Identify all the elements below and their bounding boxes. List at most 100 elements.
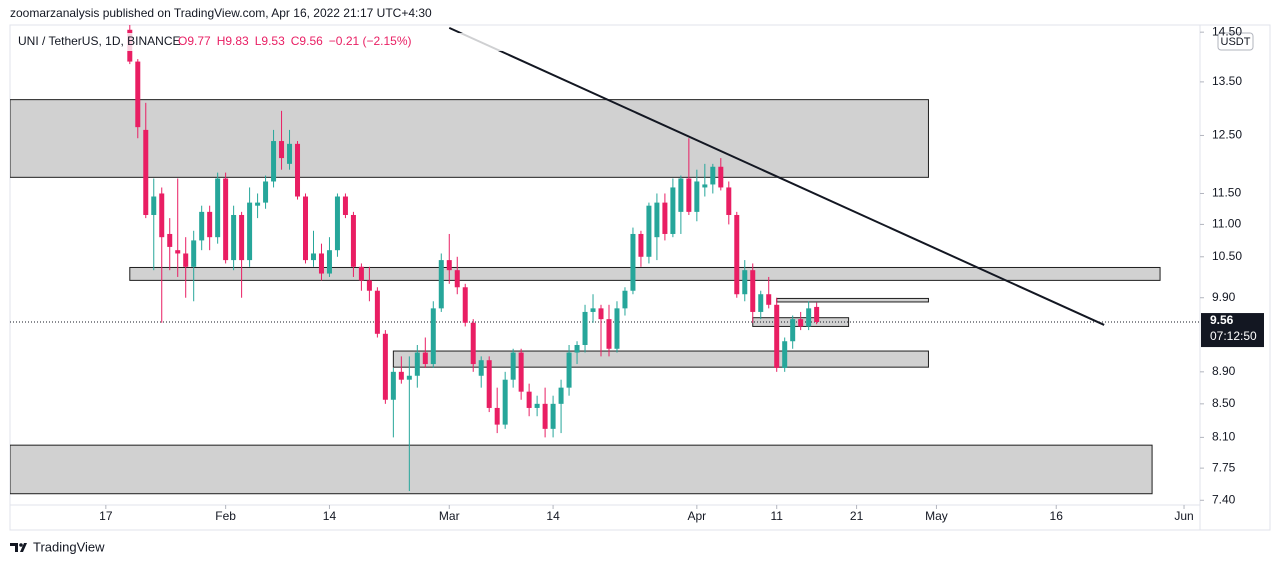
candle-body xyxy=(207,211,213,238)
candle-body xyxy=(502,379,508,425)
candle-body xyxy=(814,306,820,323)
candle-body xyxy=(143,129,149,215)
x-tick-label: 14 xyxy=(546,509,560,523)
candle-body xyxy=(462,287,468,323)
candle-body xyxy=(582,311,588,345)
candle-body xyxy=(366,280,372,291)
y-tick-label: 8.50 xyxy=(1212,396,1236,410)
candle-body xyxy=(350,214,356,267)
candle-body xyxy=(686,178,692,212)
candle-body xyxy=(678,178,684,212)
x-tick-label: 16 xyxy=(1050,509,1064,523)
candle-body xyxy=(382,333,388,400)
candle-body xyxy=(167,233,173,247)
candle-body xyxy=(358,266,364,281)
candle-body xyxy=(310,253,316,261)
candle-body xyxy=(478,360,484,376)
candle-body xyxy=(231,214,237,261)
candle-body xyxy=(790,319,796,342)
candle-body xyxy=(374,290,380,334)
symbol: UNI / TetherUS, 1D, BINANCE xyxy=(18,34,181,48)
candle-body xyxy=(318,253,324,274)
candle-body xyxy=(590,308,596,312)
y-tick-label: 11.50 xyxy=(1212,186,1241,200)
candle-body xyxy=(199,211,205,241)
y-tick-label: 11.00 xyxy=(1212,217,1241,231)
zone xyxy=(10,99,929,178)
ohlc-value: H9.83 xyxy=(217,34,249,48)
candle-body xyxy=(247,202,253,261)
candle-body xyxy=(151,196,157,215)
trendline xyxy=(448,26,1105,326)
ohlc-value: O9.77 xyxy=(178,34,211,48)
zone xyxy=(129,266,1161,281)
candle-body xyxy=(694,181,700,212)
candle-body xyxy=(534,403,540,408)
candle-body xyxy=(414,352,420,376)
candle-body xyxy=(271,141,277,182)
candle-body xyxy=(175,250,181,254)
candle-body xyxy=(646,205,652,257)
zone xyxy=(10,444,1153,495)
candle-body xyxy=(494,407,500,425)
candle-body xyxy=(223,178,229,261)
x-tick-label: Jun xyxy=(1174,509,1193,523)
candle-body xyxy=(454,270,460,288)
ohlc-legend: O9.77 H9.83 L9.53 C9.56 −0.21 (−2.15%) xyxy=(178,34,412,48)
zone xyxy=(776,297,929,303)
ohlc-value: L9.53 xyxy=(255,34,285,48)
currency-button[interactable] xyxy=(1217,32,1254,51)
candle-body xyxy=(526,391,532,408)
x-tick-label: Feb xyxy=(215,509,236,523)
candle-body xyxy=(766,294,772,305)
countdown: 07:12:50 xyxy=(1210,329,1257,343)
price-label: 9.56 xyxy=(1210,313,1234,327)
zone xyxy=(392,350,929,368)
candle-body xyxy=(614,308,620,349)
y-tick-label: 14.50 xyxy=(1212,24,1242,38)
x-tick-label: Mar xyxy=(439,509,460,523)
candle-body xyxy=(430,308,436,365)
candle-body xyxy=(662,202,668,234)
candle-body xyxy=(798,319,804,327)
y-tick-label: 8.10 xyxy=(1212,430,1236,444)
candle-body xyxy=(542,403,548,429)
currency[interactable]: USDT xyxy=(1221,36,1251,48)
candle-body xyxy=(622,290,628,309)
publisher: zoomarzanalysis published on TradingView… xyxy=(10,6,432,20)
candle-body xyxy=(702,184,708,188)
candle-body xyxy=(183,253,189,267)
y-tick-label: 9.90 xyxy=(1212,290,1236,304)
candle-body xyxy=(398,371,404,380)
x-tick-label: Apr xyxy=(688,509,707,523)
candle-body xyxy=(239,214,245,261)
candle-body xyxy=(438,260,444,309)
candle-body xyxy=(806,308,812,327)
x-tick-label: 17 xyxy=(99,509,113,523)
candle-body xyxy=(718,166,724,188)
candle-body xyxy=(518,352,524,392)
candle-body xyxy=(287,143,293,164)
candle-body xyxy=(574,344,580,353)
candle-body xyxy=(710,166,716,185)
candle-body xyxy=(598,308,604,320)
candle-body xyxy=(566,352,572,388)
candle-body xyxy=(342,196,348,215)
candle-body xyxy=(486,360,492,408)
logo xyxy=(10,543,27,552)
candle-body xyxy=(446,260,452,271)
plot xyxy=(10,25,1200,495)
frame xyxy=(9,24,1271,531)
candle-body xyxy=(670,187,676,234)
candle-body xyxy=(422,352,428,365)
brand: TradingView xyxy=(33,539,105,554)
candle-body xyxy=(191,240,197,267)
candle-body xyxy=(726,187,732,215)
candle-body xyxy=(326,250,332,274)
ohlc-value: −0.21 (−2.15%) xyxy=(329,34,412,48)
candle-body xyxy=(390,371,396,400)
candle-body xyxy=(510,352,516,380)
candle-body xyxy=(334,196,340,251)
candle-body xyxy=(550,403,556,429)
candle-body xyxy=(750,270,756,312)
